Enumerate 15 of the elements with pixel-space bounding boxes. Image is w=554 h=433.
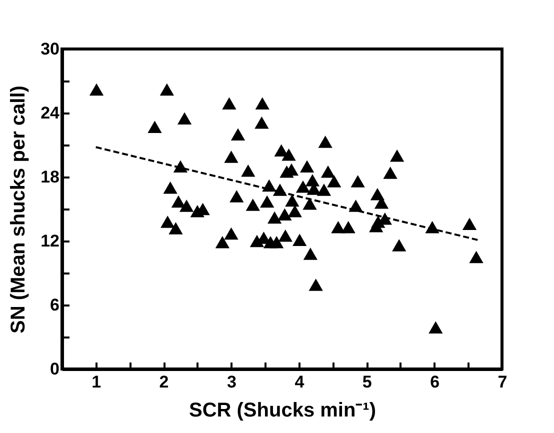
x-tick-label: 6: [430, 372, 440, 392]
x-axis-title: SCR (Shucks min⁻¹): [188, 400, 376, 422]
x-tick-label: 4: [294, 372, 305, 392]
y-tick-label: 12: [40, 232, 60, 250]
y-tick-label: 24: [40, 104, 60, 122]
x-tick-label: 7: [498, 372, 508, 392]
x-tick-label: 2: [159, 372, 169, 392]
y-tick-label: 30: [40, 40, 60, 58]
x-tick-label: 3: [226, 372, 236, 392]
x-tick-label: 1: [92, 372, 102, 392]
y-axis-title: SN (Mean shucks per call): [8, 86, 30, 334]
y-tick-label: 6: [50, 296, 60, 314]
y-tick-label: 18: [40, 168, 60, 186]
x-tick-label: 5: [362, 372, 372, 392]
y-tick-label: 0: [50, 360, 60, 378]
